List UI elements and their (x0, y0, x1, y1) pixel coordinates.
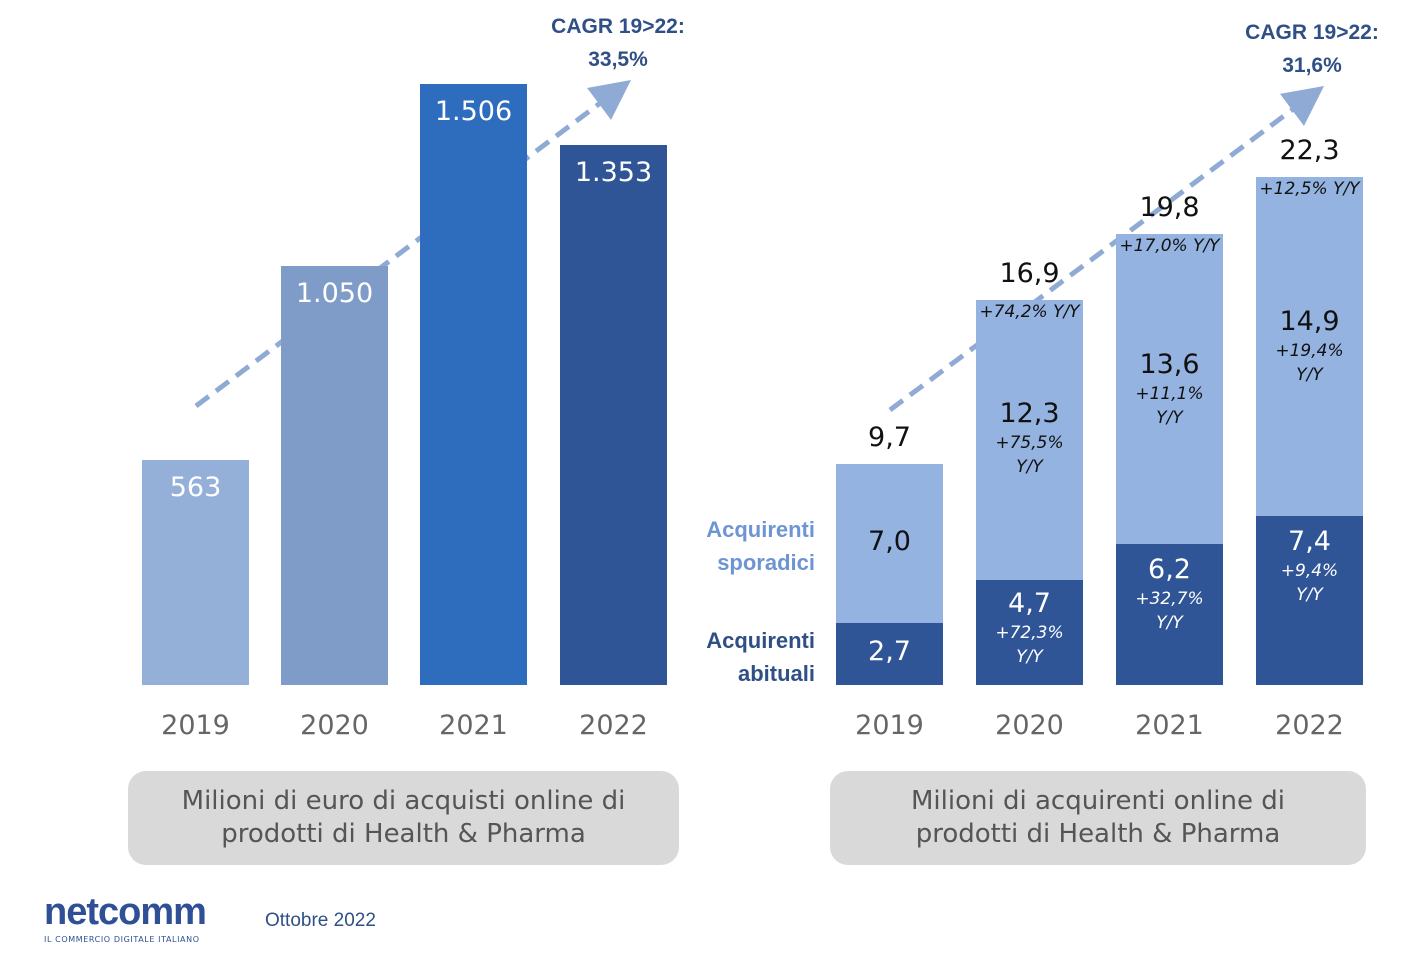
caption-line: Milioni di euro di acquisti online di (181, 786, 626, 816)
cagr-arrow-left (194, 80, 632, 409)
bar-2020 (281, 266, 388, 685)
sporadici-growth: +19,4% (1275, 341, 1344, 362)
year-label: 2022 (1275, 710, 1344, 741)
cagr-left: CAGR 19>22: 33,5% (528, 10, 708, 76)
caption-left: Milioni di euro di acquisti online di pr… (128, 771, 679, 865)
abituali-growth-suffix: Y/Y (1156, 612, 1183, 633)
sporadici-value-label: 12,3 (999, 397, 1060, 429)
bar-value-label: 1.353 (574, 157, 653, 189)
legend-line: abituali (737, 661, 815, 686)
total-label: 16,9 (999, 257, 1060, 289)
bar-sporadici-2019 (836, 463, 943, 624)
abituali-value-label: 7,4 (1288, 526, 1331, 558)
cagr-value: 33,5% (588, 48, 648, 71)
sporadici-growth: +11,1% (1135, 383, 1204, 404)
bar-value-label: 563 (169, 472, 222, 504)
logo-wordmark: netcomm (44, 891, 207, 933)
year-label: 2019 (855, 710, 924, 741)
year-label: 2020 (300, 710, 369, 741)
abituali-growth: +9,4% (1280, 561, 1339, 582)
cagr-arrow-right (888, 86, 1325, 413)
abituali-value-label: 4,7 (1008, 587, 1051, 619)
legend-line: Acquirenti (706, 628, 815, 653)
bar-abituali-2021 (1116, 543, 1223, 685)
bar-sporadici-2022 (1256, 176, 1363, 517)
cagr-right: CAGR 19>22: 31,6% (1222, 16, 1402, 82)
total-label: 22,3 (1279, 134, 1340, 166)
bar-sporadici-2021 (1116, 233, 1223, 544)
legend-line: sporadici (717, 550, 815, 575)
total-growth: +17,0% Y/Y (1119, 235, 1220, 256)
abituali-value-label: 2,7 (868, 636, 911, 668)
legend-abituali: Acquirenti abituali (660, 624, 815, 690)
bar-value-label: 1.506 (434, 96, 513, 128)
abituali-growth-suffix: Y/Y (1016, 646, 1043, 667)
year-label: 2021 (1135, 710, 1204, 741)
caption-line: Milioni di acquirenti online di (911, 786, 1285, 816)
bar-abituali-2020 (976, 577, 1083, 685)
legend-sporadici: Acquirenti sporadici (660, 513, 815, 579)
abituali-growth-suffix: Y/Y (1296, 585, 1323, 606)
bar-value-label: 1.050 (295, 278, 374, 310)
bar-2022 (560, 145, 667, 685)
bar-sporadici-2020 (976, 299, 1083, 581)
total-growth: +12,5% Y/Y (1259, 178, 1360, 199)
bar-abituali-2022 (1256, 516, 1363, 685)
sporadici-growth: +75,5% (995, 432, 1064, 453)
total-label: 9,7 (868, 421, 911, 453)
logo-tagline: IL COMMERCIO DIGITALE ITALIANO (44, 935, 200, 944)
year-label: 2021 (439, 710, 508, 741)
report-date: Ottobre 2022 (265, 910, 376, 931)
caption-line: prodotti di Health & Pharma (221, 819, 586, 849)
bar-2019 (142, 460, 249, 685)
bar-2021 (420, 84, 527, 685)
year-label: 2020 (995, 710, 1064, 741)
netcomm-logo: netcomm IL COMMERCIO DIGITALE ITALIANO (44, 890, 207, 945)
sporadici-growth-suffix: Y/Y (1296, 365, 1323, 386)
year-label: 2019 (161, 710, 230, 741)
bar-abituali-2019 (836, 623, 943, 685)
total-label: 19,8 (1139, 191, 1200, 223)
cagr-value: 31,6% (1282, 54, 1342, 77)
sporadici-value-label: 14,9 (1279, 306, 1340, 338)
total-growth: +74,2% Y/Y (979, 301, 1080, 322)
sporadici-growth-suffix: Y/Y (1016, 456, 1043, 477)
legend-line: Acquirenti (706, 517, 815, 542)
year-label: 2022 (579, 710, 648, 741)
sporadici-value-label: 13,6 (1139, 348, 1200, 380)
caption-right: Milioni di acquirenti online di prodotti… (830, 771, 1366, 865)
cagr-label: CAGR 19>22: (1245, 21, 1379, 44)
sporadici-growth-suffix: Y/Y (1156, 407, 1183, 428)
sporadici-value-label: 7,0 (868, 525, 911, 557)
abituali-growth: +32,7% (1135, 588, 1204, 609)
cagr-label: CAGR 19>22: (551, 15, 685, 38)
caption-line: prodotti di Health & Pharma (915, 819, 1281, 849)
abituali-value-label: 6,2 (1148, 553, 1191, 585)
abituali-growth: +72,3% (995, 622, 1064, 643)
